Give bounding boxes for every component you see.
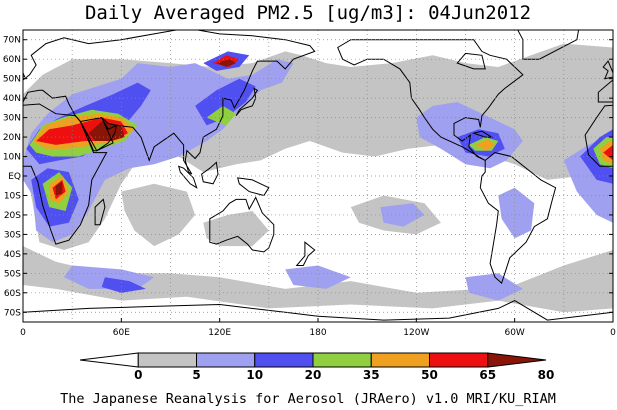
lon-tick-label-1: 60E (113, 328, 130, 338)
lon-tick-label-2: 120E (208, 328, 231, 338)
colorbar-swatch-3 (254, 352, 314, 368)
lon-tick-label-4: 120W (403, 328, 429, 338)
colorbar: 0 5 10 20 35 50 65 80 (79, 352, 555, 382)
lon-tick-label-0: 0 (20, 328, 26, 338)
lon-tick-label-6: 0 (610, 328, 616, 338)
colorbar-tick-80: 80 (538, 368, 555, 382)
lat-tick-label-30S: 30S (4, 230, 21, 240)
colorbar-swatch-1 (137, 352, 197, 368)
pm25-contour-20-19 (101, 277, 146, 293)
coastline-south-america-wrap (479, 152, 557, 284)
coastline-africa (23, 103, 108, 245)
coastline-australia (209, 196, 275, 253)
lat-tick-label-40N: 40N (3, 94, 21, 104)
coastline-madagascar (94, 198, 106, 226)
coastline-north-america-wrap (337, 39, 524, 161)
colorbar-tick-10: 10 (246, 368, 263, 382)
pm25-contour-80-35 (216, 59, 237, 67)
colorbar-swatch-4 (312, 352, 372, 368)
lat-tick-label-60S: 60S (4, 289, 21, 299)
lat-tick-label-70N: 70N (3, 36, 21, 46)
pm25-contour-5-2 (121, 183, 196, 247)
colorbar-swatch-2 (196, 352, 256, 368)
latitude-ticks: 70N 60N 50N 40N 30N 20N 10N EQ 10S 20S 30S 40S 50S 60… (3, 36, 613, 318)
lat-tick-label-60N: 60N (3, 55, 21, 65)
pm25-contour-20-15 (195, 78, 256, 126)
pm25-contour-10-10 (285, 265, 351, 289)
longitude-ticks: 0 60E 120E 180 120W 60W 0 (20, 318, 616, 338)
lat-tick-label-10S: 10S (4, 191, 21, 201)
coastline-arabia-red-sea (79, 117, 118, 152)
pm25-contour-5-3 (203, 211, 269, 247)
coastline-borneo (201, 161, 219, 185)
colorbar-tick-20: 20 (305, 368, 322, 382)
coastline-japan (235, 87, 259, 117)
colorbar-swatch-0 (79, 352, 139, 368)
coastline-new-zealand (295, 241, 316, 266)
lat-tick-label-20S: 20S (4, 211, 21, 221)
lat-tick-label-30N: 30N (3, 114, 21, 124)
lon-tick-label-5: 60W (504, 328, 524, 338)
pm25-contour-50-27 (475, 139, 495, 151)
coastline-antarctica-edge-wrap (317, 300, 613, 321)
pm25-contour-80-34 (55, 181, 63, 196)
colorbar-swatch-7 (487, 352, 547, 368)
pm25-filled-contours (23, 43, 613, 313)
coastlines (23, 30, 613, 321)
coastline-sumatra (177, 165, 198, 189)
colorbar-tick-50: 50 (421, 368, 438, 382)
lat-tick-label-EQ: EQ (8, 172, 21, 182)
lon-tick-label-3: 180 (309, 328, 326, 338)
pm25-contour-10-11 (465, 273, 523, 301)
coastline-hudson-bay-wrap (456, 52, 486, 70)
colorbar-swatch-5 (370, 352, 430, 368)
colorbar-swatch-6 (429, 352, 489, 368)
pm25-contour-10-12 (380, 203, 425, 227)
credit-line: The Japanese Reanalysis for Aerosol (JRA… (60, 391, 556, 407)
map-area (22, 29, 614, 323)
coastline-uk (23, 71, 26, 78)
colorbar-tick-5: 5 (192, 368, 200, 382)
coastline-antarctica-edge (23, 303, 319, 317)
coastline-uk-wrap (602, 60, 613, 80)
lat-tick-label-40S: 40S (4, 250, 21, 260)
gridlines (23, 30, 613, 322)
lat-tick-label-50N: 50N (3, 75, 21, 85)
lat-tick-label-10N: 10N (3, 153, 21, 163)
colorbar-tick-65: 65 (479, 368, 496, 382)
pm25-contour-5-1 (23, 246, 613, 313)
coastline-eurasia (23, 30, 316, 175)
map-title: Daily Averaged PM2.5 [ug/m3]: 04Jun2012 (85, 2, 531, 24)
pm25-contour-35-22 (206, 105, 237, 126)
lat-tick-label-20N: 20N (3, 133, 21, 143)
pm25-contour-80-33 (88, 121, 125, 141)
colorbar-tick-35: 35 (363, 368, 380, 382)
coastline-greenland-wrap (517, 30, 580, 60)
lat-tick-label-50S: 50S (4, 269, 21, 279)
pm25-contour-10-7 (498, 187, 535, 239)
colorbar-tick-0: 0 (134, 368, 142, 382)
lat-tick-label-70S: 70S (4, 308, 21, 318)
